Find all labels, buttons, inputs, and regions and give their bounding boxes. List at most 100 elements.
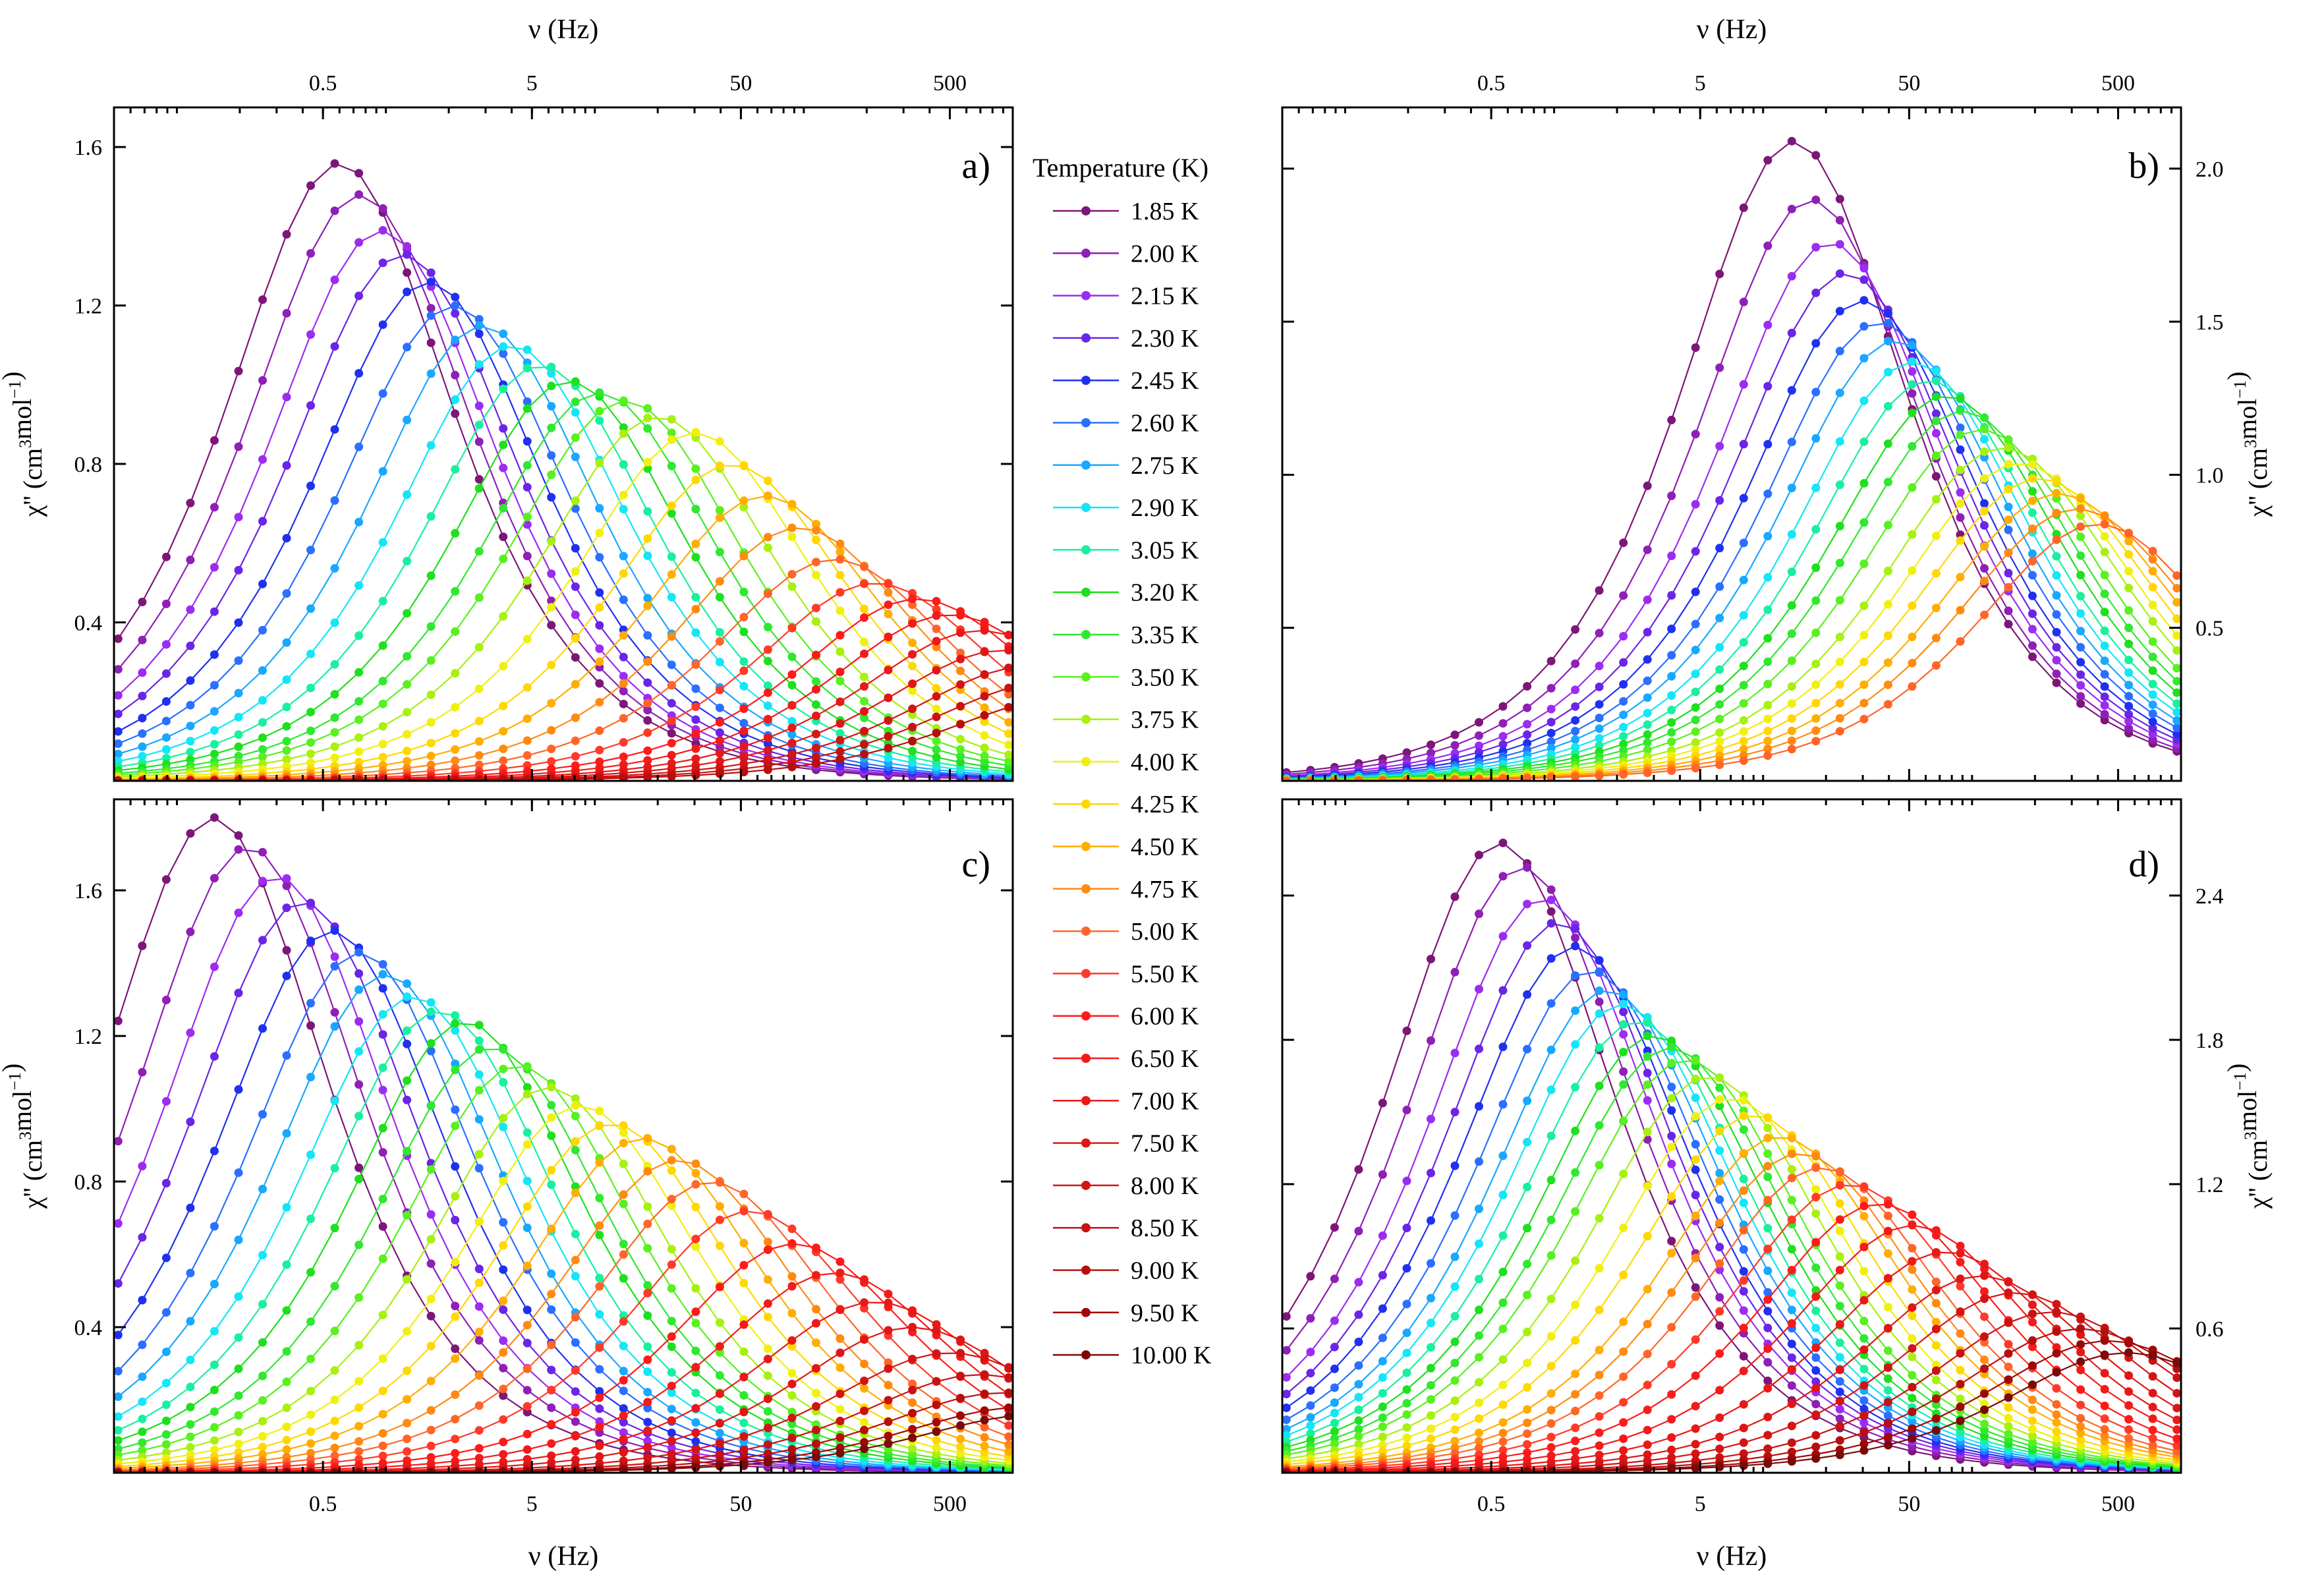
data-point (451, 1354, 460, 1363)
data-point (1354, 1468, 1363, 1473)
data-point (1763, 1162, 1772, 1171)
data-point (571, 736, 580, 745)
data-point (1811, 1163, 1821, 1172)
data-point (114, 1330, 123, 1340)
data-point (2004, 460, 2013, 469)
data-point (1450, 967, 1460, 977)
data-point (234, 1168, 243, 1178)
data-point (258, 776, 267, 781)
data-point (1546, 1131, 1556, 1141)
data-point (2076, 551, 2085, 560)
data-point (1859, 680, 1869, 689)
data-point (1691, 547, 1700, 556)
data-point (908, 1433, 917, 1442)
data-point (1619, 1347, 1628, 1356)
data-point (1306, 1348, 1315, 1357)
data-point (1811, 1323, 1821, 1332)
data-point (1523, 774, 1532, 781)
data-point (1931, 1394, 1941, 1404)
data-point (643, 1465, 652, 1473)
data-point (1787, 530, 1796, 539)
legend-item: 3.05 K (1053, 536, 1199, 564)
data-point (1643, 1018, 1652, 1027)
data-point (1475, 1428, 1483, 1437)
data-point (1787, 629, 1796, 639)
data-point (619, 714, 628, 723)
data-point (186, 1402, 195, 1411)
data-point (1859, 559, 1869, 568)
panel-label: a) (961, 146, 990, 186)
data-point (499, 440, 508, 449)
data-point (1691, 1074, 1700, 1083)
series-group (1282, 838, 2181, 1473)
data-point (306, 726, 315, 735)
data-point (1546, 885, 1556, 894)
data-point (1980, 1425, 1989, 1435)
data-point (282, 1051, 291, 1060)
data-point (908, 594, 917, 604)
data-point (1787, 1448, 1796, 1456)
data-point (884, 1439, 893, 1448)
legend-item: 3.75 K (1053, 706, 1199, 734)
data-point (715, 1462, 724, 1471)
legend-label: 2.75 K (1131, 452, 1199, 480)
data-point (1956, 394, 1965, 403)
data-point (1787, 1149, 1796, 1158)
data-point (1691, 738, 1700, 747)
data-point (715, 1342, 724, 1351)
data-point (1523, 990, 1532, 999)
data-point (1619, 1372, 1628, 1381)
data-point (403, 708, 412, 717)
data-point (1571, 659, 1580, 668)
data-point (1739, 1287, 1748, 1296)
data-point (403, 343, 412, 352)
y-tick-label: 2.0 (2196, 157, 2224, 182)
data-point (1787, 1421, 1796, 1431)
data-point (691, 1242, 700, 1251)
data-point (691, 1180, 700, 1189)
data-point (258, 1251, 267, 1260)
data-point (1739, 575, 1748, 584)
data-point (787, 570, 797, 579)
data-point (1354, 1226, 1363, 1236)
data-point (330, 564, 339, 573)
data-point (426, 1468, 436, 1473)
data-point (619, 396, 628, 405)
data-point (1546, 1251, 1556, 1260)
data-point (1956, 406, 1965, 415)
data-point (2004, 515, 2013, 525)
data-point (595, 1310, 604, 1319)
data-point (1787, 1365, 1796, 1374)
data-point (1908, 1408, 1917, 1416)
data-point (403, 1435, 412, 1443)
data-point (1619, 1270, 1628, 1280)
data-point (643, 756, 652, 765)
data-point (715, 1348, 724, 1357)
data-point (499, 1241, 508, 1250)
data-point (1956, 606, 1965, 615)
data-point (403, 1039, 412, 1048)
data-point (354, 369, 364, 378)
data-point (2148, 1414, 2157, 1423)
legend-item: 4.50 K (1053, 834, 1199, 861)
data-point (1427, 1216, 1435, 1225)
data-point (1354, 1406, 1363, 1414)
data-point (258, 847, 267, 857)
data-point (980, 647, 989, 656)
data-point (1908, 1382, 1917, 1392)
data-point (1811, 660, 1821, 668)
data-point (571, 1387, 580, 1396)
data-point (282, 722, 291, 731)
data-point (739, 1432, 749, 1441)
data-point (451, 586, 460, 596)
data-point (836, 668, 845, 677)
data-point (1475, 1468, 1483, 1473)
data-point (2028, 1416, 2037, 1425)
data-point (787, 1224, 797, 1234)
data-point (1402, 1176, 1411, 1185)
data-point (1595, 986, 1604, 995)
data-point (739, 587, 749, 596)
data-point (1571, 727, 1580, 735)
data-point (330, 1416, 339, 1425)
legend-label: 3.35 K (1131, 621, 1199, 649)
